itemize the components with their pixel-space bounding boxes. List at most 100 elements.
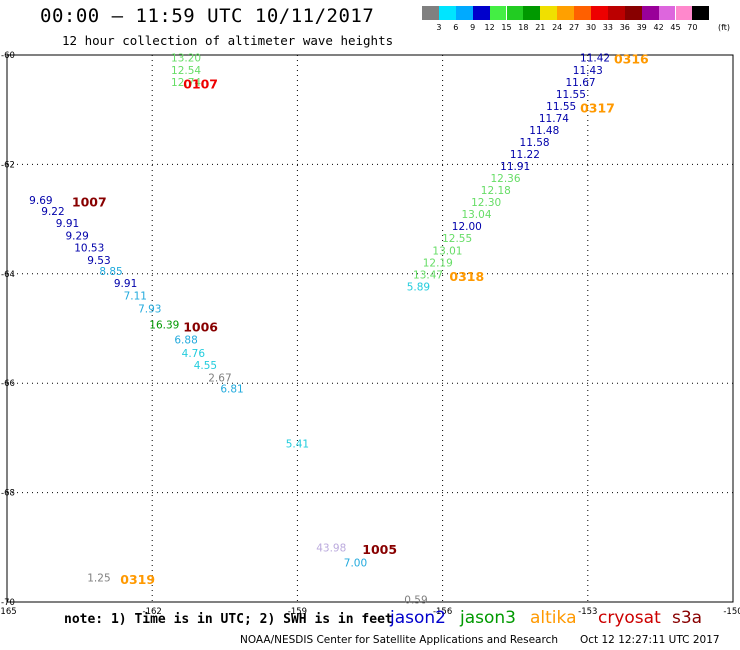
colorbar-swatch [624, 6, 642, 20]
colorbar-label: 33 [602, 23, 613, 32]
colorbar-label: 39 [636, 23, 647, 32]
wave-height-label: 2.67 [208, 373, 231, 385]
wave-height-label: 7.11 [124, 291, 147, 303]
legend-entry-jason2: jason2 [390, 608, 446, 628]
chart-title: 00:00 – 11:59 UTC 10/11/2017 [40, 5, 375, 27]
wave-height-label: 5.89 [407, 281, 430, 293]
colorbar-swatch [489, 6, 507, 20]
plot-frame [6, 54, 734, 603]
wave-height-label: 13.04 [461, 209, 491, 221]
colorbar-swatch [438, 6, 456, 20]
wave-height-label: 9.91 [56, 218, 79, 230]
y-tick-label: -70 [1, 598, 15, 608]
wave-height-label: 11.58 [520, 137, 550, 149]
legend-entry-s3a: s3a [672, 608, 703, 628]
y-tick-label: -62 [1, 160, 15, 170]
wave-height-label: 9.22 [41, 206, 64, 218]
colorbar-swatch [472, 6, 490, 20]
colorbar-label: 27 [569, 23, 580, 32]
wave-height-label: 11.91 [500, 161, 530, 173]
colorbar-swatch [607, 6, 625, 20]
colorbar-swatch [574, 6, 591, 20]
legend-entry-cryosat: cryosat [598, 608, 661, 628]
pass-time-label: 0316 [614, 51, 649, 66]
wave-height-label: 4.55 [194, 360, 217, 372]
wave-height-label: 11.55 [546, 101, 576, 113]
x-tick-label: -162 [143, 607, 162, 617]
wave-height-label: 12.55 [442, 233, 472, 245]
wave-height-label: 11.48 [529, 125, 559, 137]
wave-height-label: 11.55 [556, 89, 586, 101]
wave-height-label: 12.30 [471, 197, 501, 209]
pass-time-label: 0318 [449, 269, 484, 284]
colorbar-swatch [591, 6, 608, 20]
wave-height-label: 12.00 [452, 221, 482, 233]
colorbar-swatch [422, 6, 439, 20]
wave-height-label: 11.43 [573, 65, 603, 77]
y-tick-label: -66 [1, 379, 15, 389]
colorbar-label: 6 [453, 23, 459, 32]
colorbar-label: 3 [436, 23, 442, 32]
colorbar-swatch [692, 6, 710, 20]
pass-time-label: 0319 [120, 572, 155, 587]
legend-entry-altika: altika [530, 608, 577, 628]
wave-height-label: 0.59 [404, 594, 427, 606]
colorbar-swatch [557, 6, 575, 20]
wave-height-label: 16.39 [149, 320, 179, 332]
wave-height-label: 6.88 [174, 334, 197, 346]
wave-height-label: 43.98 [316, 542, 346, 554]
wave-height-label: 6.81 [220, 384, 243, 396]
wave-height-label: 1.25 [87, 572, 110, 584]
colorbar-label: 24 [552, 23, 563, 32]
wave-height-label: 12.19 [423, 257, 453, 269]
colorbar-label: 42 [653, 23, 664, 32]
colorbar-label: 9 [470, 23, 476, 32]
colorbar-swatch [675, 6, 693, 20]
x-tick-label: -153 [578, 607, 597, 617]
colorbar-label: 12 [484, 23, 495, 32]
x-tick-label: -156 [433, 607, 452, 617]
wave-height-label: 10.53 [74, 243, 104, 255]
wave-height-label: 12.54 [171, 65, 201, 77]
colorbar-label: 15 [501, 23, 512, 32]
pass-time-label: 0317 [580, 101, 615, 116]
wave-height-label: 13.01 [432, 245, 462, 257]
colorbar-swatch [658, 6, 676, 20]
wave-height-label: 9.91 [114, 278, 137, 290]
generation-time: Oct 12 12:27:11 UTC 2017 [580, 634, 720, 646]
wave-height-label: 8.85 [99, 266, 122, 278]
legend-entry-jason3: jason3 [460, 608, 516, 628]
chart-subtitle: 12 hour collection of altimeter wave hei… [62, 33, 394, 48]
colorbar-swatch [523, 6, 541, 20]
wave-height-label: 7.00 [344, 558, 367, 570]
colorbar-label: 45 [670, 23, 681, 32]
colorbar-swatch [506, 6, 524, 20]
wave-height-label: 13.47 [413, 269, 443, 281]
pass-time-label: 1005 [362, 542, 397, 557]
wave-height-label: 12.36 [490, 173, 520, 185]
colorbar-label: 36 [619, 23, 630, 32]
wave-height-label: 13.20 [171, 53, 201, 65]
pass-time-label: 1007 [72, 195, 107, 210]
x-tick-label: -159 [288, 607, 307, 617]
wave-height-label: 9.69 [29, 195, 52, 207]
x-tick-label: -165 [0, 607, 17, 617]
colorbar-label: 70 [687, 23, 698, 32]
wave-height-label: 11.74 [539, 113, 569, 125]
wave-height-label: 12.18 [481, 185, 511, 197]
wave-height-label: 7.93 [138, 303, 161, 315]
y-tick-label: -64 [1, 270, 15, 280]
colorbar-label: 21 [535, 23, 546, 32]
wave-height-label: 11.42 [580, 53, 610, 65]
wave-height-label: 11.22 [510, 149, 540, 161]
y-tick-label: -60 [1, 51, 15, 61]
wave-height-label: 9.53 [87, 255, 110, 267]
pass-time-label: 0107 [183, 76, 218, 91]
colorbar-swatch [641, 6, 659, 20]
wave-height-label: 12.74 [171, 77, 201, 89]
wave-height-label: 9.29 [65, 231, 88, 243]
wave-height-label: 5.41 [286, 438, 309, 450]
colorbar-label: 18 [518, 23, 529, 32]
